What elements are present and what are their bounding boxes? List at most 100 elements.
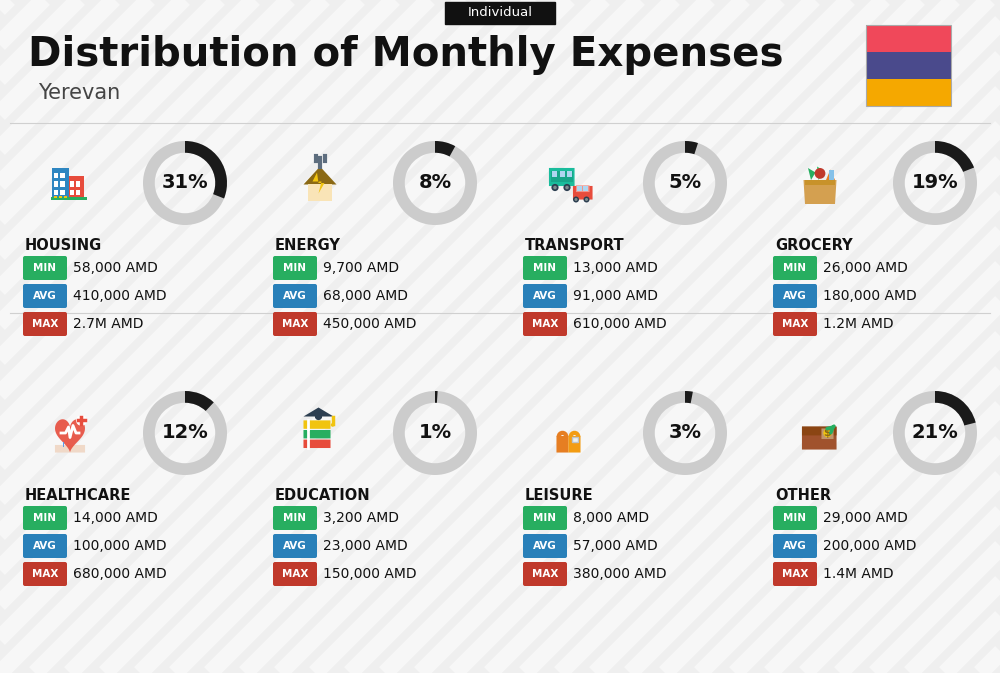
Text: TRANSPORT: TRANSPORT bbox=[525, 238, 625, 252]
FancyBboxPatch shape bbox=[773, 534, 817, 558]
Bar bbox=[866, 79, 950, 106]
Circle shape bbox=[815, 168, 825, 179]
Text: 180,000 AMD: 180,000 AMD bbox=[823, 289, 917, 303]
Text: 3%: 3% bbox=[668, 423, 702, 443]
Text: 100,000 AMD: 100,000 AMD bbox=[73, 539, 167, 553]
Text: MAX: MAX bbox=[782, 319, 808, 329]
Bar bbox=[60, 190, 65, 195]
Text: MAX: MAX bbox=[32, 569, 58, 579]
Text: 450,000 AMD: 450,000 AMD bbox=[323, 317, 416, 331]
Bar bbox=[577, 186, 582, 191]
Bar bbox=[50, 197, 87, 199]
Circle shape bbox=[76, 415, 87, 426]
FancyBboxPatch shape bbox=[523, 562, 567, 586]
Bar bbox=[54, 190, 58, 195]
Text: 14,000 AMD: 14,000 AMD bbox=[73, 511, 158, 525]
Text: AVG: AVG bbox=[283, 541, 307, 551]
FancyBboxPatch shape bbox=[523, 284, 567, 308]
Circle shape bbox=[574, 198, 578, 201]
FancyBboxPatch shape bbox=[802, 427, 837, 450]
FancyBboxPatch shape bbox=[556, 436, 569, 452]
Text: 3,200 AMD: 3,200 AMD bbox=[323, 511, 399, 525]
Text: AVG: AVG bbox=[783, 291, 807, 301]
Polygon shape bbox=[304, 407, 334, 417]
Text: MIN: MIN bbox=[284, 263, 306, 273]
Circle shape bbox=[331, 423, 334, 427]
Wedge shape bbox=[393, 391, 477, 475]
Bar bbox=[70, 190, 74, 195]
Text: MAX: MAX bbox=[532, 569, 558, 579]
Text: AVG: AVG bbox=[33, 541, 57, 551]
Polygon shape bbox=[808, 168, 816, 180]
Text: AVG: AVG bbox=[533, 541, 557, 551]
FancyBboxPatch shape bbox=[523, 256, 567, 280]
Polygon shape bbox=[826, 170, 835, 180]
Text: 31%: 31% bbox=[162, 174, 208, 192]
Circle shape bbox=[563, 184, 571, 191]
Wedge shape bbox=[393, 141, 477, 225]
Wedge shape bbox=[143, 391, 227, 475]
Text: 200,000 AMD: 200,000 AMD bbox=[823, 539, 916, 553]
FancyBboxPatch shape bbox=[573, 186, 593, 200]
Text: 1%: 1% bbox=[418, 423, 452, 443]
Circle shape bbox=[573, 197, 579, 203]
Text: 21%: 21% bbox=[912, 423, 958, 443]
Bar bbox=[866, 52, 950, 79]
Bar bbox=[62, 442, 64, 446]
FancyBboxPatch shape bbox=[568, 436, 581, 452]
Text: $: $ bbox=[824, 428, 831, 438]
FancyBboxPatch shape bbox=[773, 562, 817, 586]
Text: OTHER: OTHER bbox=[775, 487, 831, 503]
Wedge shape bbox=[435, 391, 438, 403]
FancyBboxPatch shape bbox=[773, 506, 817, 530]
Wedge shape bbox=[935, 391, 976, 425]
Text: AVG: AVG bbox=[783, 541, 807, 551]
FancyBboxPatch shape bbox=[773, 256, 817, 280]
Bar bbox=[572, 437, 578, 442]
Polygon shape bbox=[804, 180, 836, 204]
Text: MIN: MIN bbox=[784, 513, 806, 523]
Text: 91,000 AMD: 91,000 AMD bbox=[573, 289, 658, 303]
Circle shape bbox=[823, 429, 832, 437]
FancyBboxPatch shape bbox=[773, 284, 817, 308]
Text: 58,000 AMD: 58,000 AMD bbox=[73, 261, 158, 275]
FancyBboxPatch shape bbox=[273, 562, 317, 586]
Text: 19%: 19% bbox=[912, 174, 958, 192]
FancyBboxPatch shape bbox=[23, 312, 67, 336]
Text: 57,000 AMD: 57,000 AMD bbox=[573, 539, 658, 553]
Text: MAX: MAX bbox=[782, 569, 808, 579]
Bar bbox=[76, 181, 80, 186]
FancyBboxPatch shape bbox=[273, 312, 317, 336]
FancyBboxPatch shape bbox=[23, 534, 67, 558]
Polygon shape bbox=[55, 419, 85, 453]
Bar bbox=[54, 173, 58, 178]
Text: MIN: MIN bbox=[34, 263, 56, 273]
Wedge shape bbox=[893, 391, 977, 475]
Bar bbox=[60, 181, 65, 186]
Text: 1.2M AMD: 1.2M AMD bbox=[823, 317, 894, 331]
FancyBboxPatch shape bbox=[802, 427, 837, 435]
FancyBboxPatch shape bbox=[23, 256, 67, 280]
Text: Distribution of Monthly Expenses: Distribution of Monthly Expenses bbox=[28, 35, 784, 75]
Bar bbox=[866, 25, 950, 106]
Bar bbox=[76, 190, 80, 195]
Text: 410,000 AMD: 410,000 AMD bbox=[73, 289, 167, 303]
Text: MAX: MAX bbox=[282, 319, 308, 329]
Text: 8,000 AMD: 8,000 AMD bbox=[573, 511, 649, 525]
FancyBboxPatch shape bbox=[55, 445, 85, 452]
Text: 2.7M AMD: 2.7M AMD bbox=[73, 317, 144, 331]
FancyBboxPatch shape bbox=[273, 534, 317, 558]
FancyBboxPatch shape bbox=[523, 506, 567, 530]
FancyBboxPatch shape bbox=[523, 534, 567, 558]
Bar bbox=[70, 181, 74, 186]
Wedge shape bbox=[435, 141, 455, 157]
Circle shape bbox=[585, 198, 588, 201]
Bar bbox=[54, 181, 58, 186]
Text: 1.4M AMD: 1.4M AMD bbox=[823, 567, 894, 581]
FancyBboxPatch shape bbox=[523, 312, 567, 336]
Bar bbox=[59, 196, 62, 198]
Wedge shape bbox=[685, 391, 693, 403]
Text: 26,000 AMD: 26,000 AMD bbox=[823, 261, 908, 275]
Bar bbox=[552, 171, 557, 177]
Wedge shape bbox=[935, 141, 974, 172]
